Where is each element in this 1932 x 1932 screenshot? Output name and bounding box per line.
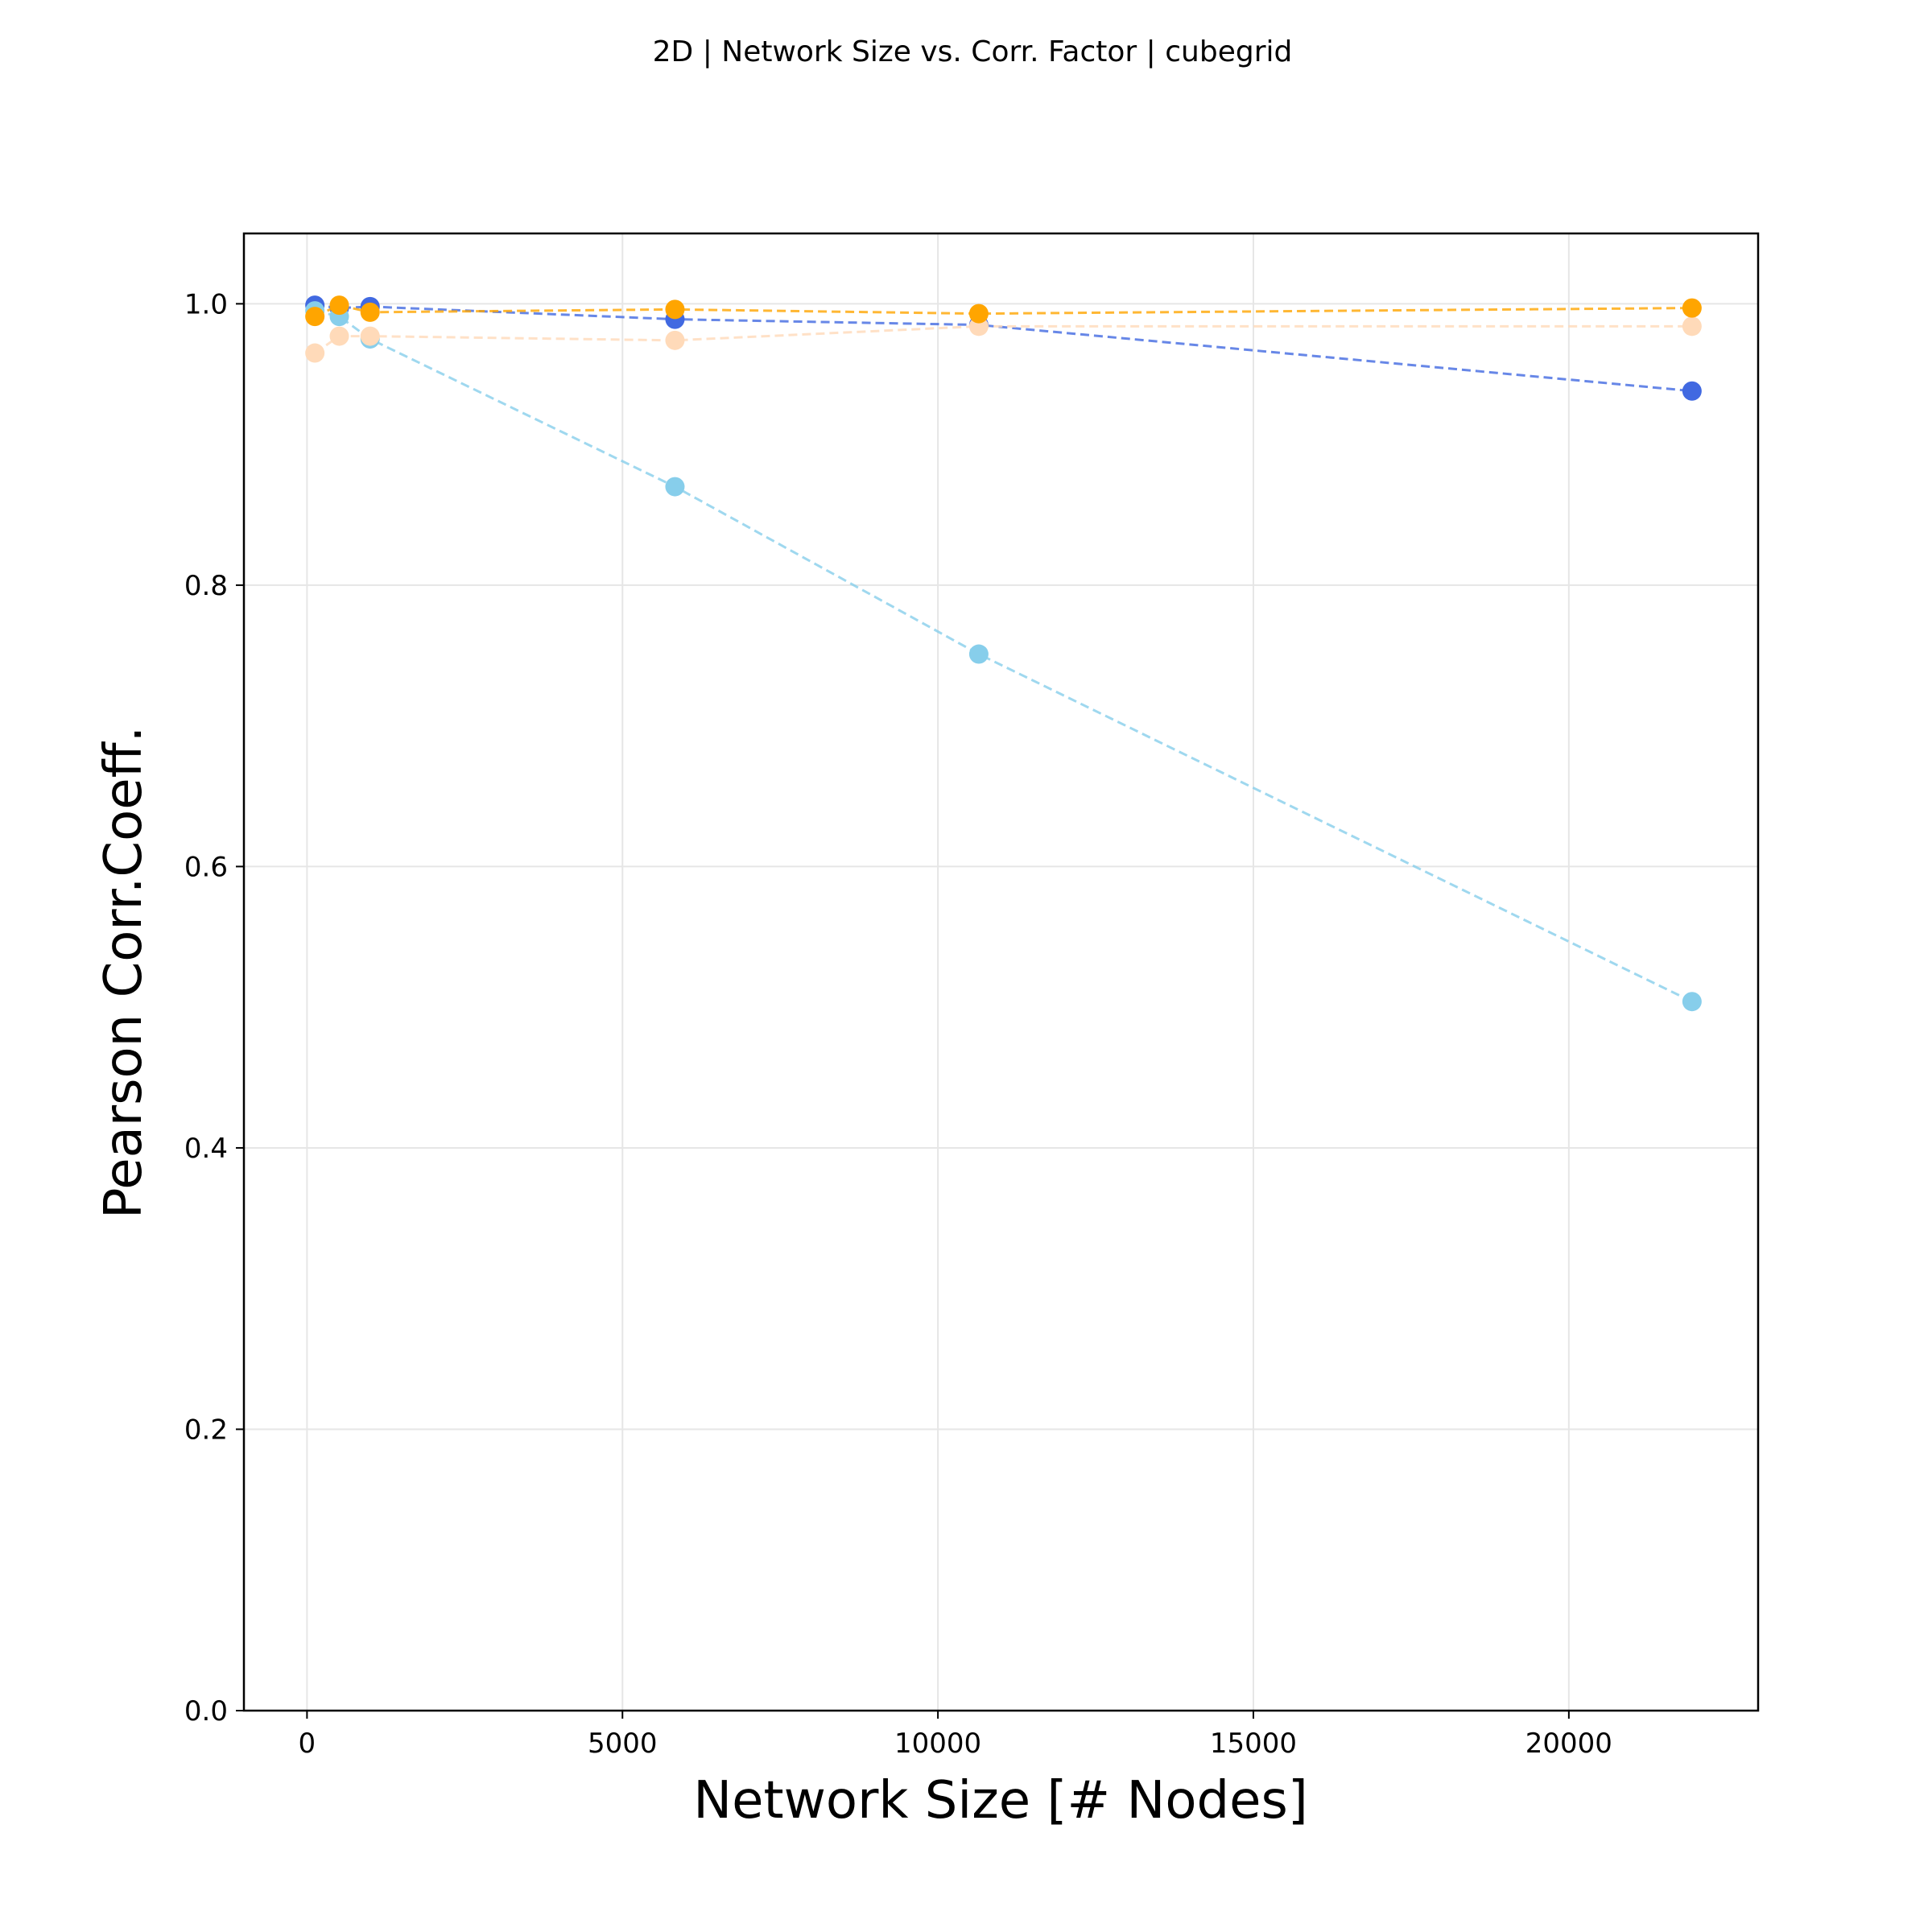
y-axis-label: Pearson Corr.Coeff. [94,726,154,1219]
x-tick-label: 10000 [894,1728,981,1760]
y-tick-label: 0.6 [184,851,228,883]
series-layer [305,295,1702,1012]
data-point [665,477,685,497]
data-point [968,303,989,324]
data-point [1682,992,1702,1012]
x-axis-label: Network Size [# Nodes] [693,1771,1308,1831]
y-tick-label: 0.4 [184,1133,228,1165]
x-tick-label: 20000 [1525,1728,1612,1760]
series-2 [305,301,1702,1012]
series-1 [305,295,1702,401]
series-line [314,303,1692,318]
y-tick-label: 0.8 [184,570,228,602]
data-point [665,330,685,350]
x-tick-label: 15000 [1210,1728,1297,1760]
y-tick-label: 0.0 [184,1695,228,1728]
plot-frame [242,232,1760,1712]
data-point [305,307,325,327]
series-4 [305,295,1702,327]
data-point [1682,298,1702,318]
data-point [968,644,989,664]
data-point [1682,381,1702,401]
data-point [329,326,349,346]
y-tick-label: 0.2 [184,1414,228,1446]
data-point [360,302,380,322]
chart-title: 2D | Network Size vs. Corr. Factor | cub… [653,35,1293,68]
y-tick-label: 1.0 [184,288,228,320]
series-3 [305,316,1702,363]
data-point [305,343,325,363]
data-point [1682,316,1702,336]
series-line [314,324,1692,354]
grid [244,233,1758,1711]
data-point [665,299,685,320]
data-point [360,326,380,346]
series-line [314,309,1693,1003]
x-tick-label: 5000 [588,1728,658,1760]
data-point [329,295,349,316]
ticks: 0 5000 10000 15000 20000 0.0 0.2 0.4 0.6 0.8 1.0 [184,288,1612,1760]
series-line [315,303,1693,393]
x-tick-label: 0 [299,1728,316,1760]
